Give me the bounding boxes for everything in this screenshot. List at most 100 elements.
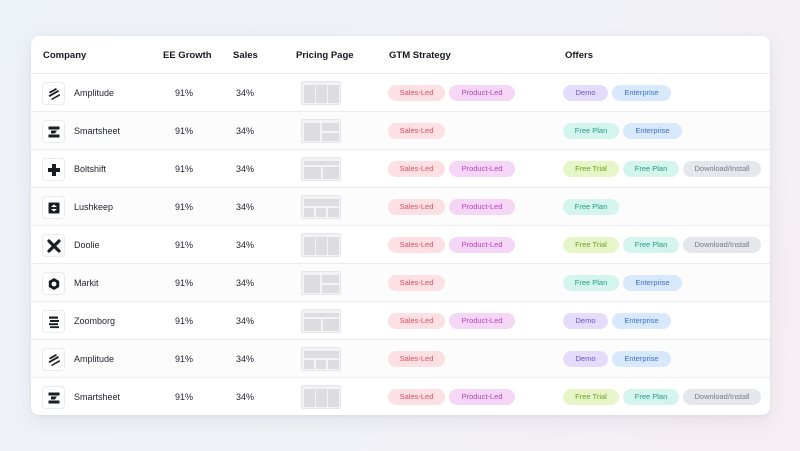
offer-tag[interactable]: Enterprise bbox=[623, 275, 682, 291]
thumbnail-block bbox=[316, 360, 326, 369]
offer-tag[interactable]: Download/Install bbox=[683, 237, 761, 253]
ee-growth-value: 91% bbox=[175, 316, 194, 326]
lushkeep-logo-icon bbox=[42, 196, 65, 219]
gtm-strategy-tag[interactable]: Product-Led bbox=[449, 161, 515, 177]
pricing-page-thumbnail[interactable] bbox=[301, 271, 341, 295]
markit-logo-icon bbox=[42, 272, 65, 295]
offer-tag[interactable]: Download/Install bbox=[683, 161, 761, 177]
company-name[interactable]: Zoomborg bbox=[74, 316, 116, 326]
table-row[interactable]: Smartsheet 91% 34% Sales-Led Free Plan Enterp… bbox=[31, 112, 770, 150]
doolie-logo-icon bbox=[42, 234, 65, 257]
company-name[interactable]: Smartsheet bbox=[74, 126, 121, 136]
table-row[interactable]: Zoomborg 91% 34% Sales-Led Product-Led Demo En… bbox=[31, 302, 770, 340]
thumbnail-block bbox=[304, 123, 320, 141]
gtm-strategy-tag[interactable]: Sales-Led bbox=[388, 313, 445, 329]
thumbnail-block bbox=[322, 285, 339, 293]
ee-growth-value: 91% bbox=[175, 392, 194, 402]
offer-tag[interactable]: Free Plan bbox=[623, 161, 679, 177]
sales-value: 34% bbox=[236, 240, 255, 250]
column-header-company[interactable]: Company bbox=[43, 50, 87, 61]
thumbnail-block bbox=[328, 360, 339, 369]
pricing-page-thumbnail[interactable] bbox=[301, 81, 341, 105]
smartsheet-logo-icon bbox=[42, 386, 65, 409]
thumbnail-block bbox=[304, 167, 321, 179]
column-header-pricing-page[interactable]: Pricing Page bbox=[296, 50, 354, 61]
thumbnail-block bbox=[328, 389, 339, 407]
gtm-strategy-tag[interactable]: Sales-Led bbox=[388, 161, 445, 177]
offer-tag[interactable]: Enterprise bbox=[612, 313, 671, 329]
column-header-sales[interactable]: Sales bbox=[233, 50, 258, 61]
table-row[interactable]: Smartsheet 91% 34% Sales-Led Product-Led Free… bbox=[31, 378, 770, 415]
offer-tag[interactable]: Free Trial bbox=[563, 161, 619, 177]
gtm-strategy-tag[interactable]: Product-Led bbox=[449, 389, 515, 405]
gtm-strategy-tag[interactable]: Product-Led bbox=[449, 199, 515, 215]
thumbnail-block bbox=[322, 133, 339, 141]
sales-value: 34% bbox=[236, 126, 255, 136]
company-name[interactable]: Amplitude bbox=[74, 88, 115, 98]
ee-growth-value: 91% bbox=[175, 164, 194, 174]
gtm-strategy-tag[interactable]: Product-Led bbox=[449, 85, 515, 101]
offer-tag[interactable]: Enterprise bbox=[612, 351, 671, 367]
offer-tag[interactable]: Demo bbox=[563, 351, 608, 367]
table-row[interactable]: Lushkeep 91% 34% Sales-Led Product-Led Free P… bbox=[31, 188, 770, 226]
offer-tag[interactable]: Demo bbox=[563, 85, 608, 101]
thumbnail-block bbox=[304, 275, 320, 293]
offer-tag[interactable]: Enterprise bbox=[623, 123, 682, 139]
thumbnail-block bbox=[304, 389, 315, 407]
pricing-page-thumbnail[interactable] bbox=[301, 157, 341, 181]
table-row[interactable]: Doolie 91% 34% Sales-Led Product-Led Free Tri… bbox=[31, 226, 770, 264]
thumbnail-block bbox=[304, 313, 339, 317]
sales-value: 34% bbox=[236, 202, 255, 212]
companies-table-card: Company EE Growth Sales Pricing Page GTM… bbox=[31, 36, 770, 415]
ee-growth-value: 91% bbox=[175, 278, 194, 288]
gtm-strategy-tag[interactable]: Product-Led bbox=[449, 237, 515, 253]
column-header-ee-growth[interactable]: EE Growth bbox=[163, 50, 212, 61]
sales-value: 34% bbox=[236, 164, 255, 174]
ee-growth-value: 91% bbox=[175, 202, 194, 212]
offer-tag[interactable]: Demo bbox=[563, 313, 608, 329]
offer-tag[interactable]: Free Plan bbox=[563, 275, 619, 291]
gtm-strategy-tag[interactable]: Sales-Led bbox=[388, 123, 445, 139]
pricing-page-thumbnail[interactable] bbox=[301, 385, 341, 409]
sales-value: 34% bbox=[236, 392, 255, 402]
offer-tag[interactable]: Free Plan bbox=[563, 123, 619, 139]
gtm-strategy-tag[interactable]: Sales-Led bbox=[388, 351, 445, 367]
pricing-page-thumbnail[interactable] bbox=[301, 119, 341, 143]
gtm-strategy-tag[interactable]: Sales-Led bbox=[388, 237, 445, 253]
column-header-gtm-strategy[interactable]: GTM Strategy bbox=[389, 50, 451, 61]
company-name[interactable]: Lushkeep bbox=[74, 202, 114, 212]
company-name[interactable]: Markit bbox=[74, 278, 99, 288]
table-row[interactable]: Markit 91% 34% Sales-Led Free Plan Enterprise bbox=[31, 264, 770, 302]
table-row[interactable]: Boltshift 91% 34% Sales-Led Product-Led Free … bbox=[31, 150, 770, 188]
pricing-page-thumbnail[interactable] bbox=[301, 233, 341, 257]
offer-tag[interactable]: Free Plan bbox=[623, 237, 679, 253]
gtm-strategy-tag[interactable]: Sales-Led bbox=[388, 389, 445, 405]
thumbnail-block bbox=[304, 161, 339, 165]
gtm-strategy-tag[interactable]: Sales-Led bbox=[388, 275, 445, 291]
gtm-strategy-tag[interactable]: Product-Led bbox=[449, 313, 515, 329]
thumbnail-block bbox=[316, 389, 327, 407]
gtm-strategy-tag[interactable]: Sales-Led bbox=[388, 199, 445, 215]
offer-tag[interactable]: Free Plan bbox=[563, 199, 619, 215]
company-name[interactable]: Doolie bbox=[74, 240, 100, 250]
ee-growth-value: 91% bbox=[175, 126, 194, 136]
thumbnail-block bbox=[316, 237, 327, 255]
company-name[interactable]: Smartsheet bbox=[74, 392, 121, 402]
company-name[interactable]: Boltshift bbox=[74, 164, 107, 174]
offer-tag[interactable]: Free Trial bbox=[563, 237, 619, 253]
pricing-page-thumbnail[interactable] bbox=[301, 309, 341, 333]
thumbnail-block bbox=[304, 199, 339, 206]
offer-tag[interactable]: Download/Install bbox=[683, 389, 761, 405]
thumbnail-block bbox=[323, 167, 339, 179]
table-row[interactable]: Amplitude 91% 34% Sales-Led Product-Led Demo E… bbox=[31, 74, 770, 112]
table-row[interactable]: Amplitude 91% 34% Sales-Led Demo Enterprise bbox=[31, 340, 770, 378]
gtm-strategy-tag[interactable]: Sales-Led bbox=[388, 85, 445, 101]
company-name[interactable]: Amplitude bbox=[74, 354, 115, 364]
column-header-offers[interactable]: Offers bbox=[565, 50, 593, 61]
offer-tag[interactable]: Enterprise bbox=[612, 85, 671, 101]
pricing-page-thumbnail[interactable] bbox=[301, 347, 341, 371]
thumbnail-block bbox=[316, 208, 326, 217]
offer-tag[interactable]: Free Plan bbox=[623, 389, 679, 405]
offer-tag[interactable]: Free Trial bbox=[563, 389, 619, 405]
pricing-page-thumbnail[interactable] bbox=[301, 195, 341, 219]
